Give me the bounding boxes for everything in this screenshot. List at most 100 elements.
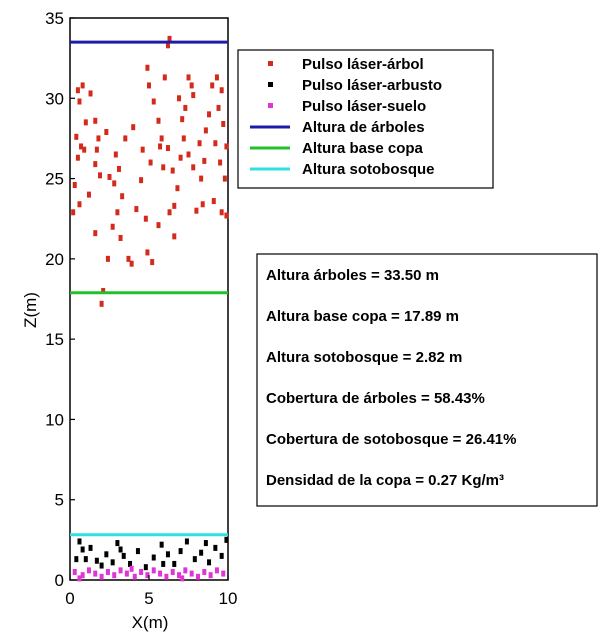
legend-entry: Pulso láser-suelo	[302, 98, 426, 115]
data-point	[178, 154, 183, 161]
data-point	[186, 151, 191, 158]
stats-frame	[256, 253, 598, 507]
y-tick-label: 15	[45, 330, 64, 349]
x-tick-labels: 0 5 10	[65, 575, 237, 608]
data-point	[71, 209, 76, 216]
data-point	[191, 92, 196, 99]
data-point	[199, 549, 204, 556]
x-axis-label: X(m)	[132, 613, 169, 632]
data-point	[123, 135, 128, 142]
y-tick-label: 10	[45, 410, 64, 429]
data-point	[213, 544, 218, 551]
data-point	[126, 255, 131, 262]
data-point	[72, 181, 77, 188]
data-point	[211, 198, 216, 205]
data-point	[165, 145, 170, 152]
data-point	[86, 191, 91, 198]
data-point	[83, 119, 88, 126]
data-point	[121, 552, 126, 559]
data-point	[183, 567, 188, 574]
y-tick-label: 5	[55, 491, 64, 510]
data-point	[143, 215, 148, 222]
data-point	[139, 177, 144, 184]
data-point	[75, 154, 80, 161]
data-point	[74, 556, 79, 563]
data-point	[129, 565, 134, 572]
data-point	[162, 74, 167, 81]
data-point	[124, 570, 129, 577]
data-point	[131, 124, 136, 131]
data-point	[186, 74, 191, 81]
data-point	[203, 127, 208, 134]
data-point	[115, 209, 120, 216]
data-point	[134, 206, 139, 213]
data-point	[110, 559, 115, 566]
data-point	[219, 87, 224, 94]
x-tick-label: 10	[219, 589, 238, 608]
data-point	[145, 249, 150, 256]
data-point	[110, 223, 115, 230]
y-tick-label: 0	[55, 571, 64, 590]
data-point	[93, 570, 98, 577]
data-point	[116, 165, 121, 172]
data-point	[80, 82, 85, 89]
data-point	[132, 573, 137, 580]
data-point	[94, 146, 99, 153]
legend-swatch	[268, 103, 273, 108]
data-point	[105, 568, 110, 575]
stat-line: Altura árboles = 33.50 m	[266, 267, 439, 284]
data-point	[99, 573, 104, 580]
data-point	[165, 42, 170, 49]
data-point	[161, 560, 166, 567]
data-point	[224, 143, 229, 150]
data-point	[167, 35, 172, 42]
data-point	[99, 300, 104, 307]
data-point	[104, 129, 109, 136]
legend-swatch	[268, 82, 273, 87]
data-point	[151, 554, 156, 561]
y-axis-label: Z(m)	[21, 292, 40, 328]
data-point	[167, 209, 172, 216]
legend-entry: Altura de árboles	[302, 119, 425, 136]
data-point	[79, 143, 84, 150]
data-point	[112, 572, 117, 579]
data-point	[172, 233, 177, 240]
data-point	[192, 556, 197, 563]
data-point	[159, 135, 164, 142]
legend-entry: Pulso láser-arbusto	[302, 77, 442, 94]
data-point	[88, 90, 93, 97]
data-point	[221, 570, 226, 577]
data-point	[94, 557, 99, 564]
stats-box: Altura árboles = 33.50 m Altura base copa…	[256, 253, 598, 507]
data-point	[86, 567, 91, 574]
data-point	[139, 568, 144, 575]
data-point	[177, 95, 182, 102]
stat-line: Altura base copa = 17.89 m	[266, 308, 459, 325]
data-point	[104, 551, 109, 558]
data-point	[74, 133, 79, 140]
data-point	[93, 161, 98, 168]
data-point	[200, 201, 205, 208]
stat-line: Cobertura de sotobosque = 26.41%	[266, 431, 516, 448]
data-point	[219, 209, 224, 216]
data-point	[216, 104, 221, 111]
data-point	[93, 230, 98, 237]
data-point	[77, 538, 82, 545]
data-point	[178, 548, 183, 555]
data-point	[118, 546, 123, 553]
data-point	[170, 167, 175, 174]
x-tick-label: 0	[65, 589, 74, 608]
data-point	[77, 201, 82, 208]
data-point	[194, 207, 199, 214]
data-point	[140, 146, 145, 153]
data-point	[156, 222, 161, 229]
data-point	[180, 575, 185, 582]
data-point	[115, 540, 120, 547]
data-point	[197, 140, 202, 147]
y-tick-label: 25	[45, 170, 64, 189]
data-point	[83, 556, 88, 563]
data-point	[202, 568, 207, 575]
data-point	[180, 116, 185, 123]
data-point	[189, 570, 194, 577]
